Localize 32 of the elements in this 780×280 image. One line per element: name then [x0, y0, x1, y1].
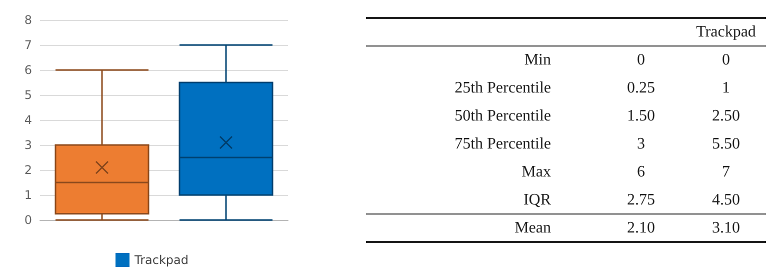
category-label: Max [522, 164, 551, 180]
data-label: 3.10 [712, 220, 740, 236]
data-label: 7 [722, 164, 730, 180]
data-label: 0 [637, 52, 645, 68]
category-label: 75th Percentile [454, 136, 551, 152]
data-label: 6 [637, 164, 645, 180]
data-label: 1.50 [627, 108, 655, 124]
y-tick-label: 3 [24, 138, 32, 152]
category-label: 25th Percentile [454, 80, 551, 96]
data-label: 2.50 [712, 108, 740, 124]
data-label: 4.50 [712, 192, 740, 208]
y-tick-label: 1 [24, 188, 32, 202]
legend-label: Trackpad [134, 253, 189, 267]
y-tick-label: 5 [24, 88, 32, 102]
data-label: 0 [722, 52, 730, 68]
y-tick-label: 4 [24, 113, 32, 127]
y-tick-label: 7 [24, 38, 32, 52]
category-label: Min [524, 52, 551, 68]
category-label: 50th Percentile [454, 108, 551, 124]
data-label: 1 [722, 80, 730, 96]
data-label: 3 [637, 136, 645, 152]
text: Trackpad [696, 24, 756, 40]
y-tick-label: 8 [24, 13, 32, 27]
y-tick-label: 6 [24, 63, 32, 77]
data-label: 5.50 [712, 136, 740, 152]
data-label: 2.10 [627, 220, 655, 236]
y-tick-label: 2 [24, 163, 32, 177]
category-label: IQR [523, 192, 552, 208]
data-label: 2.75 [627, 192, 655, 208]
data-label: 0.25 [627, 80, 655, 96]
category-label: Mean [514, 220, 551, 236]
y-tick-label: 0 [24, 213, 32, 227]
